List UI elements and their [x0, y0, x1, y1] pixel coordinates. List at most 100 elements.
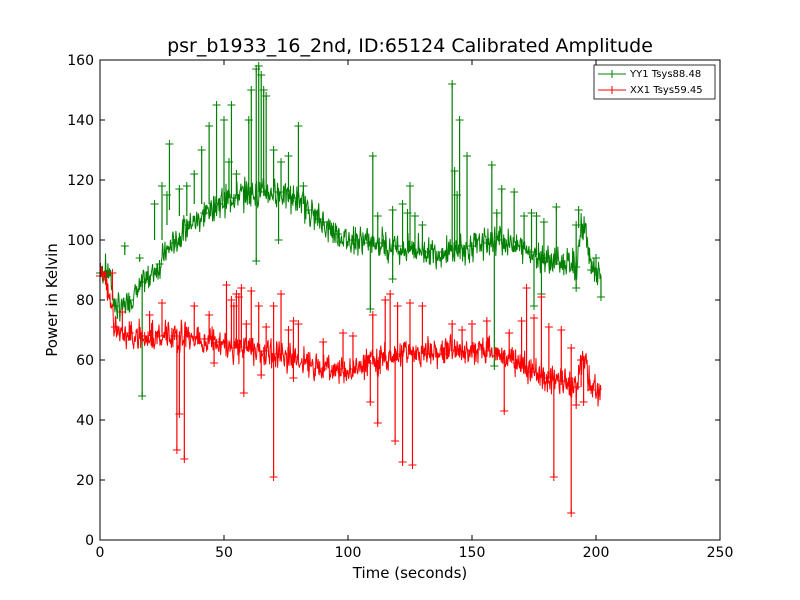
y-tick-label: 160	[67, 53, 94, 69]
data-point-xx1	[215, 338, 224, 346]
spike-marker-yy1	[205, 122, 214, 130]
data-point-xx1	[542, 374, 551, 382]
dip-marker-yy1	[366, 305, 375, 313]
data-point-xx1	[378, 353, 387, 361]
data-point-xx1	[244, 344, 253, 352]
data-point-yy1	[125, 296, 134, 304]
data-point-xx1	[482, 347, 491, 355]
data-point-xx1	[512, 359, 521, 367]
spike-marker-yy1	[539, 218, 548, 226]
data-point-yy1	[408, 245, 417, 253]
spike-marker-yy1	[406, 182, 414, 190]
data-point-xx1	[289, 353, 298, 361]
spike-marker-yy1	[592, 254, 600, 262]
data-point-xx1	[155, 332, 164, 340]
y-tick-label: 60	[76, 353, 94, 369]
data-point-xx1	[438, 350, 447, 358]
data-point-yy1	[572, 263, 581, 271]
y-tick-label: 20	[76, 473, 94, 489]
data-point-yy1	[438, 248, 447, 256]
data-point-yy1	[304, 206, 313, 214]
spike-marker-yy1	[120, 242, 129, 250]
data-point-xx1	[408, 350, 417, 358]
spike-marker-xx1	[544, 323, 553, 331]
data-point-yy1	[587, 266, 596, 274]
dip-marker-xx1	[257, 371, 266, 379]
spike-marker-yy1	[448, 80, 457, 88]
spike-marker-xx1	[294, 320, 303, 328]
data-point-xx1	[229, 344, 238, 352]
spike-marker-xx1	[448, 320, 457, 328]
data-point-yy1	[512, 242, 521, 250]
spike-marker-yy1	[410, 212, 419, 220]
spike-marker-yy1	[135, 254, 144, 262]
spike-marker-xx1	[386, 290, 395, 298]
data-point-yy1	[229, 194, 238, 202]
data-point-xx1	[453, 347, 462, 355]
spike-marker-yy1	[158, 182, 166, 190]
data-point-xx1	[557, 377, 566, 385]
spike-marker-yy1	[165, 140, 174, 148]
spike-marker-yy1	[220, 116, 228, 124]
spike-marker-xx1	[269, 302, 278, 310]
dip-marker-xx1	[210, 359, 219, 367]
series-xx1	[96, 262, 602, 517]
spike-marker-yy1	[262, 92, 271, 100]
data-point-xx1	[527, 368, 536, 376]
data-point-xx1	[259, 347, 268, 355]
y-tick-label: 0	[85, 533, 94, 549]
spike-marker-xx1	[254, 302, 263, 310]
dip-marker-xx1	[269, 473, 278, 481]
data-point-yy1	[244, 188, 253, 196]
spike-marker-xx1	[339, 329, 348, 337]
dip-marker-xx1	[567, 509, 576, 517]
spike-marker-yy1	[175, 185, 184, 193]
spike-marker-xx1	[262, 323, 271, 331]
spike-marker-yy1	[463, 152, 472, 160]
spike-marker-xx1	[277, 290, 286, 298]
data-point-yy1	[274, 188, 283, 196]
dip-marker-yy1	[490, 362, 499, 370]
spike-marker-yy1	[455, 116, 464, 124]
legend-label-xx1: XX1 Tsys59.45	[630, 85, 703, 96]
spike-marker-xx1	[482, 317, 491, 325]
dip-marker-xx1	[172, 446, 181, 454]
spike-marker-xx1	[237, 284, 246, 292]
legend: YY1 Tsys88.48 XX1 Tsys59.45	[593, 64, 716, 100]
x-tick-label: 100	[335, 545, 362, 561]
dip-marker-xx1	[366, 398, 375, 406]
x-tick-label: 150	[459, 545, 486, 561]
spike-marker-xx1	[406, 299, 414, 307]
data-point-yy1	[393, 242, 402, 250]
data-point-yy1	[215, 200, 224, 208]
dip-marker-xx1	[572, 401, 581, 409]
data-point-yy1	[289, 194, 298, 202]
spike-marker-xx1	[418, 302, 427, 310]
spike-marker-xx1	[537, 293, 546, 301]
spike-marker-yy1	[197, 146, 206, 154]
spike-marker-xx1	[393, 302, 402, 310]
data-point-xx1	[468, 347, 476, 355]
legend-label-yy1: YY1 Tsys88.48	[629, 69, 701, 80]
spike-marker-yy1	[212, 101, 221, 109]
data-point-yy1	[334, 230, 343, 238]
spike-marker-yy1	[232, 170, 241, 178]
dip-marker-xx1	[180, 455, 189, 463]
spike-marker-yy1	[532, 212, 541, 220]
data-point-yy1	[319, 218, 328, 226]
spike-marker-yy1	[269, 146, 278, 154]
spike-marker-yy1	[527, 209, 536, 217]
data-point-yy1	[348, 236, 357, 244]
y-tick-label: 120	[67, 173, 94, 189]
spike-marker-xx1	[348, 332, 357, 340]
spike-marker-xx1	[222, 281, 231, 289]
data-point-xx1	[423, 350, 432, 358]
series-line-xx1	[99, 262, 602, 407]
spike-marker-yy1	[277, 158, 286, 166]
spike-marker-yy1	[574, 206, 583, 214]
spike-marker-yy1	[450, 167, 459, 175]
spike-marker-yy1	[299, 182, 308, 190]
spike-marker-xx1	[468, 320, 476, 328]
spike-marker-yy1	[418, 221, 427, 229]
legend-marker-xx1	[608, 86, 616, 94]
